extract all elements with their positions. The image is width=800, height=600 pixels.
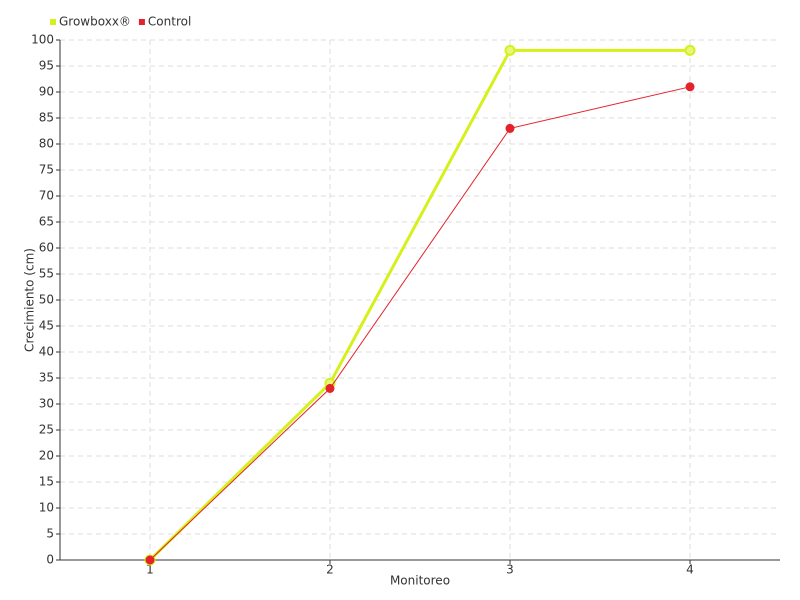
x-tick-label: 2 xyxy=(326,563,334,577)
point xyxy=(504,44,516,56)
legend-label: Growboxx® xyxy=(59,15,131,29)
y-tick-label: 65 xyxy=(39,215,54,229)
y-tick-label: 85 xyxy=(39,111,54,125)
legend-swatch xyxy=(138,19,145,25)
x-tick-label: 1 xyxy=(146,563,154,577)
x-tick-label: 3 xyxy=(506,563,514,577)
y-tick-label: 80 xyxy=(39,137,54,151)
y-tick-label: 5 xyxy=(46,527,54,541)
y-tick-label: 60 xyxy=(39,241,54,255)
legend-swatch xyxy=(50,19,56,25)
point xyxy=(145,555,155,565)
y-axis-title: Crecimiento (cm) xyxy=(23,248,37,352)
y-tick-label: 30 xyxy=(39,397,54,411)
line xyxy=(149,86,691,561)
x-tick-label: 4 xyxy=(686,563,694,577)
y-tick-label: 90 xyxy=(39,85,54,99)
y-tick-label: 35 xyxy=(39,371,54,385)
y-tick-label: 20 xyxy=(39,449,54,463)
y-tick-label: 10 xyxy=(39,501,54,515)
legend-label: Control xyxy=(148,15,191,29)
point xyxy=(325,383,335,393)
y-tick-label: 15 xyxy=(39,475,54,489)
point xyxy=(505,123,515,133)
y-tick-label: 70 xyxy=(39,189,54,203)
y-tick-label: 25 xyxy=(39,423,54,437)
y-tick-label: 0 xyxy=(46,553,54,567)
y-tick-label: 100 xyxy=(31,33,54,47)
y-tick-label: 40 xyxy=(39,345,54,359)
line xyxy=(148,48,690,562)
y-tick-label: 95 xyxy=(39,59,54,73)
point xyxy=(684,44,696,56)
point xyxy=(685,82,695,92)
y-tick-label: 75 xyxy=(39,163,54,177)
x-axis-title: Monitoreo xyxy=(390,574,450,588)
y-tick-label: 45 xyxy=(39,319,54,333)
y-tick-label: 50 xyxy=(39,293,54,307)
y-tick-label: 55 xyxy=(39,267,54,281)
